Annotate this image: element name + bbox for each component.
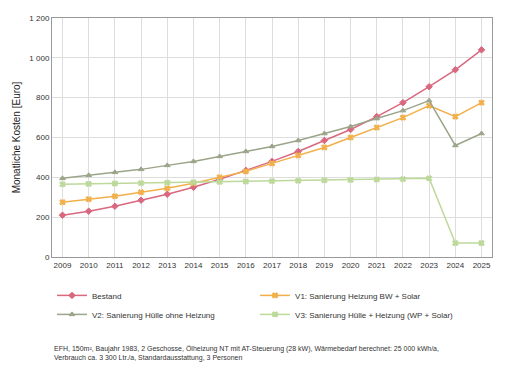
svg-text:V1: Sanierung Heizung BW + Sol: V1: Sanierung Heizung BW + Solar [295,292,421,301]
svg-text:2014: 2014 [185,261,203,270]
svg-text:2019: 2019 [315,261,333,270]
svg-text:2017: 2017 [263,261,281,270]
svg-text:2012: 2012 [132,261,150,270]
svg-text:2009: 2009 [54,261,72,270]
svg-text:1 200: 1 200 [29,14,50,23]
svg-text:2024: 2024 [446,261,464,270]
svg-text:V3: Sanierung Hülle + Heizung: V3: Sanierung Hülle + Heizung (WP + Sola… [295,311,453,320]
svg-text:V2: Sanierung Hülle ohne Heizu: V2: Sanierung Hülle ohne Heizung [92,311,215,320]
svg-text:2016: 2016 [237,261,255,270]
svg-text:0: 0 [45,253,50,262]
svg-text:2021: 2021 [368,261,386,270]
svg-text:400: 400 [36,173,50,182]
svg-text:2020: 2020 [342,261,360,270]
svg-text:EFH, 150m², Baujahr 1983, 2 Ge: EFH, 150m², Baujahr 1983, 2 Geschosse, Ö… [54,345,439,362]
svg-text:Monatliche Kosten [Euro]: Monatliche Kosten [Euro] [11,81,22,193]
svg-text:2022: 2022 [394,261,412,270]
svg-text:1 000: 1 000 [29,54,50,63]
svg-text:200: 200 [36,213,50,222]
svg-text:800: 800 [36,93,50,102]
svg-text:2011: 2011 [106,261,124,270]
svg-text:Bestand: Bestand [92,292,121,301]
svg-text:2010: 2010 [80,261,98,270]
svg-text:2015: 2015 [211,261,229,270]
svg-text:2023: 2023 [420,261,438,270]
svg-text:2025: 2025 [473,261,491,270]
svg-text:600: 600 [36,133,50,142]
svg-text:2018: 2018 [289,261,307,270]
svg-text:2013: 2013 [158,261,176,270]
